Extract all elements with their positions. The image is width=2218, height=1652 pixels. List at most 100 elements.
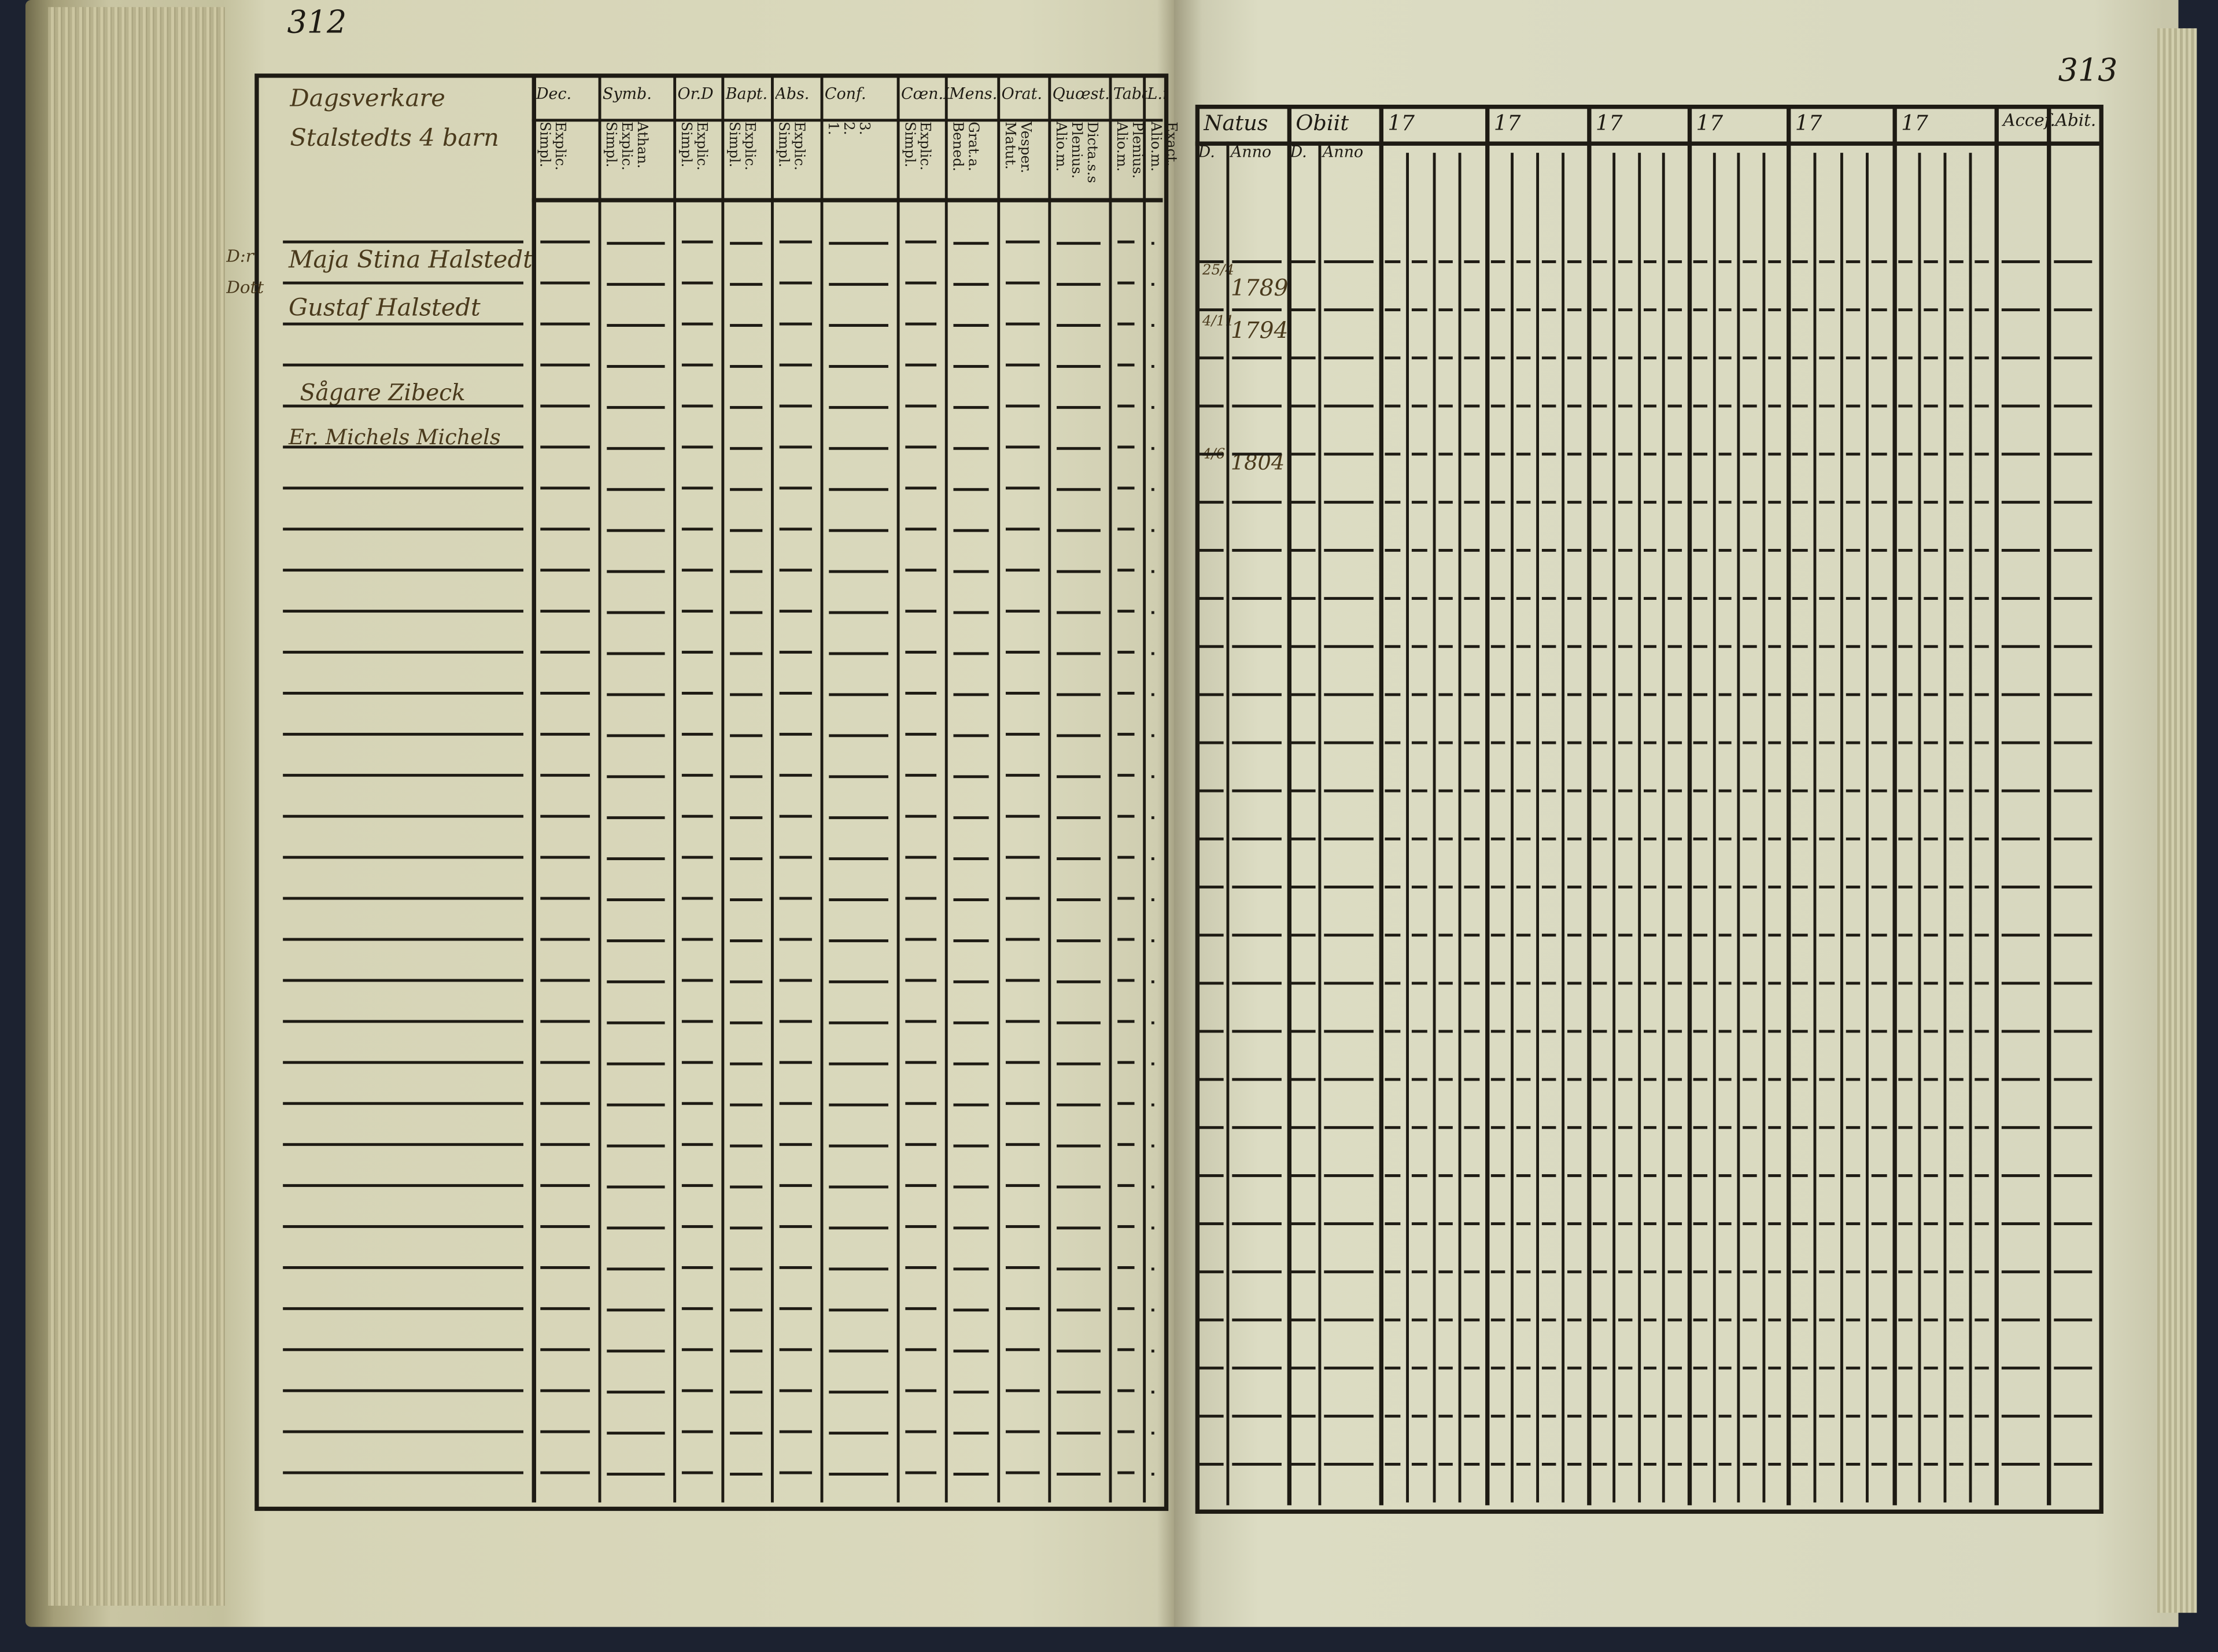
row-rule: [1767, 1366, 1781, 1370]
row-rule: [1924, 1222, 1938, 1226]
row-rule: [1057, 1226, 1101, 1230]
row-rule: [1290, 982, 1316, 985]
row-rule: [1693, 693, 1707, 696]
row-rule: [730, 570, 763, 573]
column-header: Conf.: [824, 84, 866, 104]
row-rule: [1975, 1174, 1989, 1177]
row-rule: [1592, 934, 1607, 937]
row-rule: [681, 528, 713, 531]
row-rule: [1792, 260, 1808, 263]
row-rule: [1057, 570, 1101, 573]
row-rule: [1385, 1222, 1400, 1226]
row-rule: [1743, 1126, 1756, 1129]
row-rule: [905, 979, 937, 982]
row-rule: [1490, 1366, 1505, 1370]
row-rule: [283, 240, 523, 244]
row-rule: [540, 1266, 590, 1269]
row-rule: [1567, 1318, 1582, 1322]
row-rule: [1643, 1030, 1657, 1033]
row-rule: [1898, 1174, 1913, 1177]
row-rule: [1464, 693, 1480, 696]
right-ledger-table: [1195, 104, 2103, 1514]
row-rule: [1057, 1391, 1101, 1394]
row-rule: [1232, 260, 1282, 263]
row-rule: [1541, 1318, 1556, 1322]
row-rule: [1232, 837, 1282, 840]
row-rule: [1949, 548, 1964, 552]
row-rule: [1385, 1366, 1400, 1370]
row-rule: [540, 897, 590, 900]
row-rule: [1668, 356, 1682, 360]
row-rule: [1198, 1366, 1224, 1370]
row-rule: [1438, 260, 1453, 263]
row-rule: [1949, 1414, 1964, 1418]
row-rule: [1643, 1174, 1657, 1177]
row-rule: [1411, 452, 1427, 456]
row-rule: [540, 1184, 590, 1188]
row-rule: [607, 1226, 665, 1230]
row-rule: [681, 445, 713, 449]
row-rule: [1975, 1078, 1989, 1081]
row-rule: [1792, 548, 1808, 552]
row-rule: [1975, 1318, 1989, 1322]
row-rule: [1151, 1103, 1154, 1107]
row-rule: [1117, 404, 1135, 408]
row-rule: [1949, 837, 1964, 840]
row-rule: [1872, 452, 1887, 456]
row-rule: [1592, 452, 1607, 456]
row-rule: [1718, 452, 1732, 456]
row-rule: [2054, 260, 2092, 263]
row-rule: [1516, 1270, 1531, 1274]
row-rule: [1385, 308, 1400, 312]
row-rule: [1845, 982, 1861, 985]
row-rule: [1005, 1389, 1040, 1392]
row-rule: [1324, 1318, 1374, 1322]
row-rule: [1845, 260, 1861, 263]
row-rule: [1792, 1174, 1808, 1177]
row-rule: [1464, 1030, 1480, 1033]
row-rule: [1464, 789, 1480, 792]
row-rule: [1516, 645, 1531, 648]
row-rule: [1872, 1366, 1887, 1370]
row-rule: [1618, 1366, 1632, 1370]
row-rule: [779, 691, 812, 695]
row-rule: [1792, 1414, 1808, 1418]
row-rule: [1767, 1222, 1781, 1226]
row-rule: [607, 1185, 665, 1189]
row-rule: [1818, 1174, 1834, 1177]
row-rule: [607, 1349, 665, 1353]
page-edges-right: [2157, 28, 2197, 1613]
row-rule: [1567, 1270, 1582, 1274]
row-rule: [1643, 837, 1657, 840]
column-divider: [1432, 153, 1435, 1503]
row-rule: [1949, 693, 1964, 696]
row-rule: [1872, 1270, 1887, 1274]
row-rule: [1668, 1174, 1682, 1177]
column-header: Bapt.: [725, 84, 768, 104]
row-rule: [2001, 1366, 2040, 1370]
column-subheader: Plenius. Alio.m.: [1113, 121, 1145, 179]
row-rule: [1567, 1126, 1582, 1129]
row-rule: [1668, 1414, 1682, 1418]
row-rule: [1464, 308, 1480, 312]
row-rule: [681, 1266, 713, 1269]
row-rule: [2054, 1270, 2092, 1274]
row-rule: [540, 814, 590, 818]
row-rule: [2001, 934, 2040, 937]
row-rule: [1117, 814, 1135, 818]
row-rule: [2001, 597, 2040, 600]
row-rule: [905, 281, 937, 285]
row-rule: [1693, 1462, 1707, 1466]
row-rule: [1872, 837, 1887, 840]
column-divider: [1379, 107, 1383, 1506]
row-rule: [1198, 500, 1224, 504]
heading-line: Dagsverkare: [290, 84, 445, 113]
row-rule: [1385, 1030, 1400, 1033]
row-rule: [953, 857, 989, 861]
column-divider: [1839, 153, 1843, 1503]
row-rule: [1818, 1126, 1834, 1129]
row-rule: [1411, 1366, 1427, 1370]
row-rule: [1845, 1462, 1861, 1466]
row-rule: [1718, 308, 1732, 312]
row-rule: [1057, 405, 1101, 409]
